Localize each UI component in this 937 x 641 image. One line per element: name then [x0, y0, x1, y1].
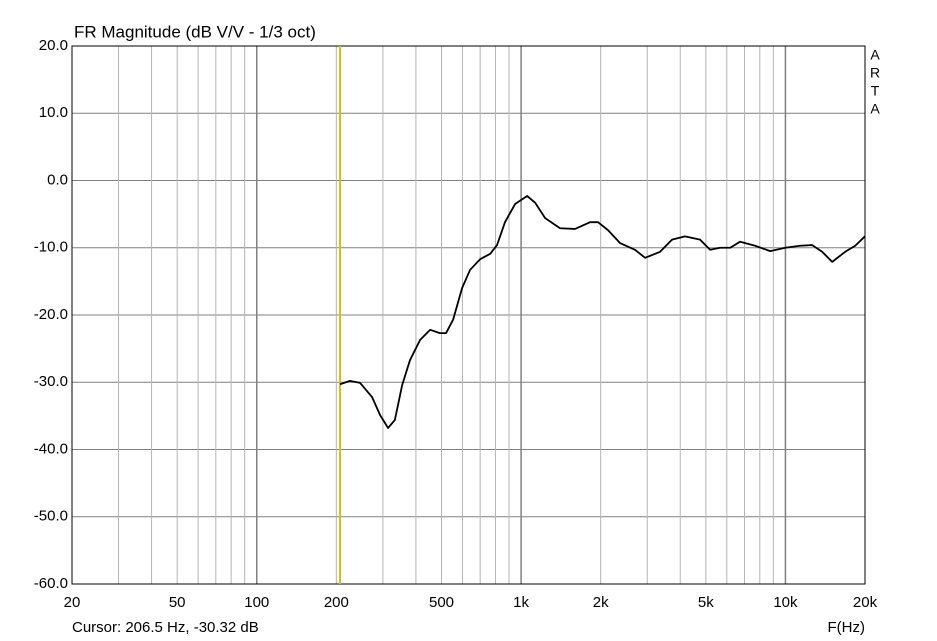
y-tick-label: 0.0: [47, 171, 68, 188]
watermark-letter: R: [870, 65, 880, 81]
x-tick-label: 1k: [513, 594, 529, 611]
watermark-letter: A: [870, 101, 880, 117]
watermark-letter: A: [870, 47, 880, 63]
y-tick-label: -10.0: [34, 239, 68, 256]
x-tick-label: 20k: [853, 594, 878, 611]
x-tick-label: 50: [169, 594, 186, 611]
data-line: [339, 195, 866, 429]
cursor-readout: Cursor: 206.5 Hz, -30.32 dB: [72, 619, 259, 636]
y-tick-label: 20.0: [39, 37, 68, 54]
y-tick-label: -20.0: [34, 306, 68, 323]
plot-frame: [71, 45, 866, 585]
x-tick-label: 2k: [593, 594, 609, 611]
y-tick-label: -30.0: [34, 373, 68, 390]
y-tick-label: -40.0: [34, 440, 68, 457]
x-tick-label: 5k: [698, 594, 714, 611]
x-tick-label: 20: [64, 594, 81, 611]
x-tick-label: 100: [244, 594, 269, 611]
x-tick-label: 200: [324, 594, 349, 611]
x-tick-label: 500: [429, 594, 454, 611]
watermark-letter: T: [871, 83, 880, 99]
x-axis-label: F(Hz): [828, 619, 866, 636]
y-tick-label: -60.0: [34, 575, 68, 592]
y-tick-label: -50.0: [34, 508, 68, 525]
x-tick-label: 10k: [773, 594, 798, 611]
chart-title: FR Magnitude (dB V/V - 1/3 oct): [74, 22, 316, 41]
y-tick-label: 10.0: [39, 104, 68, 121]
